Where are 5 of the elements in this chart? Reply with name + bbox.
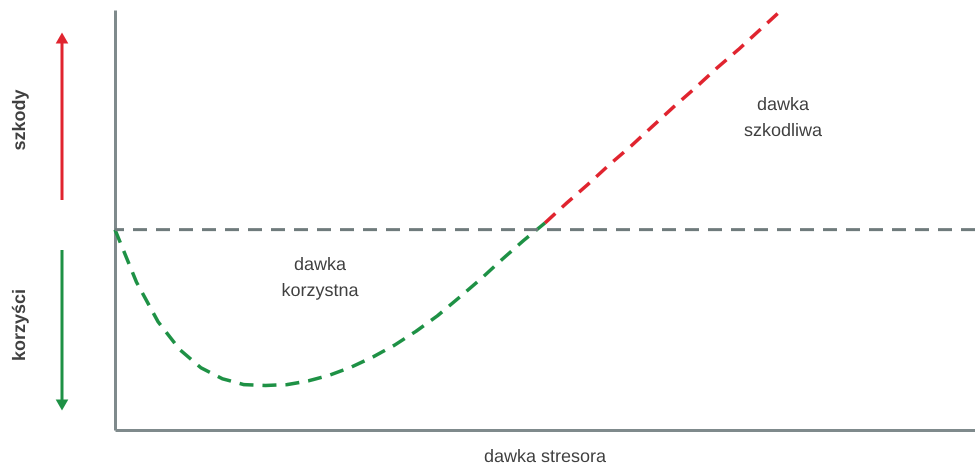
annotation: dawka szkodliwa [744,94,824,140]
text: szkody [9,89,29,151]
x-axis-title: dawka stresora [484,446,608,466]
text: korzyści [9,288,29,362]
annotation: dawka korzystna [281,254,360,300]
